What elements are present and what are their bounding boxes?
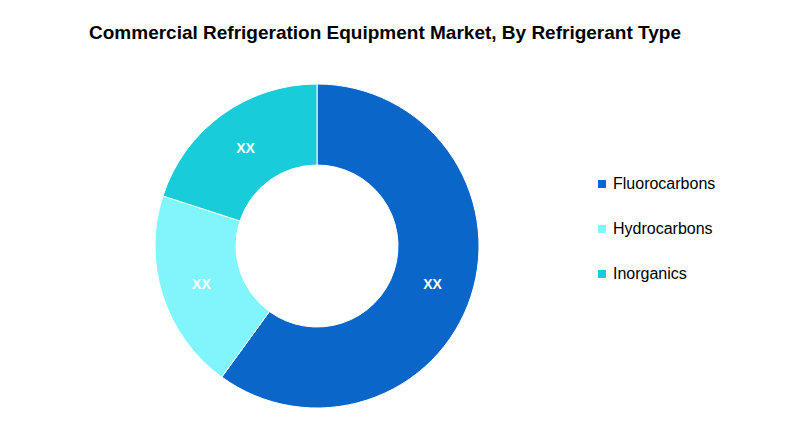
html-text:Fluorocarbons: Fluorocarbons [613,175,716,192]
svg-text:XX: XX [423,276,442,292]
html-text:Hydrocarbons: Hydrocarbons [613,220,713,237]
html-text:Inorganics: Inorganics [613,265,687,282]
html-text:Commercial Refrigeration Equip: Commercial Refrigeration Equipment Marke… [89,22,681,43]
svg-text:XX: XX [192,276,211,292]
svg-text:XX: XX [236,140,255,156]
